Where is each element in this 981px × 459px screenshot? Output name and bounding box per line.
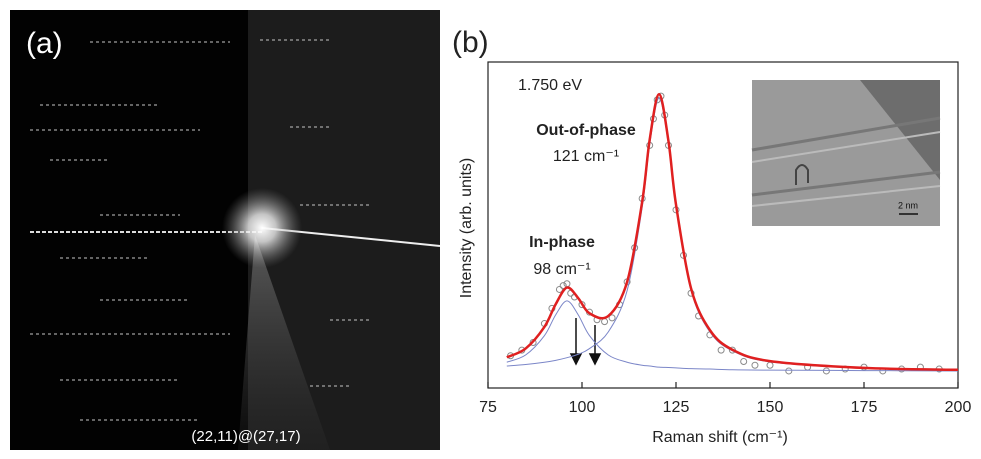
data-point — [785, 367, 793, 375]
arrows — [569, 318, 602, 366]
panel-label: (b) — [452, 26, 489, 59]
data-point — [766, 361, 774, 369]
caption: (22,11)@(27,17) — [191, 428, 300, 445]
annotation: 98 cm⁻¹ — [533, 261, 590, 278]
diffraction-image: (a) (22,11)@(27,17) — [10, 10, 441, 450]
annotation: 121 cm⁻¹ — [553, 148, 619, 165]
x-tick-label: 175 — [851, 399, 878, 416]
data-point — [717, 346, 725, 354]
x-tick-label: 200 — [945, 399, 972, 416]
x-tick-label: 150 — [757, 399, 784, 416]
annotation: In-phase — [529, 234, 595, 251]
annotation: Out-of-phase — [536, 122, 636, 139]
data-point — [740, 357, 748, 365]
inset-image: 2 nm — [751, 80, 941, 226]
y-axis-label: Intensity (arb. units) — [458, 158, 475, 299]
data-point — [559, 282, 567, 290]
plot-frame — [487, 61, 959, 389]
annotation: 1.750 eV — [518, 77, 582, 94]
data-point — [555, 285, 563, 293]
x-tick-label: 75 — [479, 399, 497, 416]
data-point — [608, 314, 616, 322]
panel-label: (a) — [26, 27, 63, 60]
x-tick-label: 125 — [663, 399, 690, 416]
inset-scale: 2 nm — [898, 200, 918, 210]
data-point — [822, 367, 830, 375]
data-point — [529, 339, 537, 347]
data-point — [601, 318, 609, 326]
x-axis-label: Raman shift (cm⁻¹) — [652, 429, 788, 446]
fit-curve — [506, 92, 959, 372]
data-point — [751, 361, 759, 369]
x-tick-label: 100 — [569, 399, 596, 416]
component-curve — [506, 300, 959, 372]
